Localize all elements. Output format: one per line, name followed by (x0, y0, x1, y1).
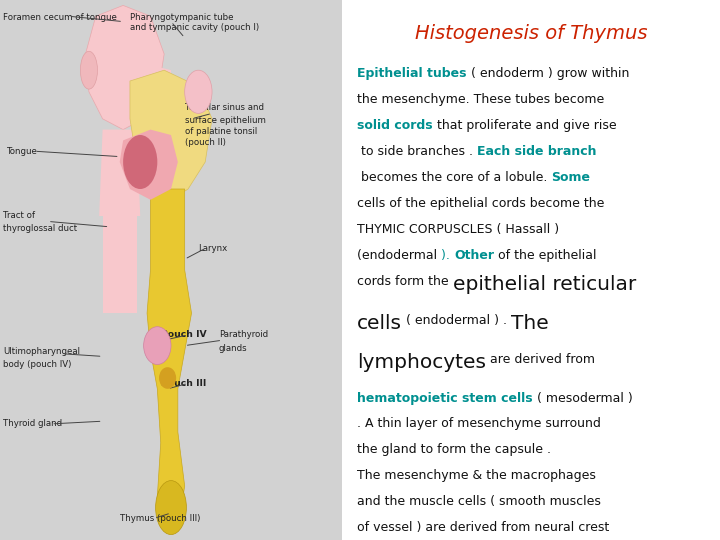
Polygon shape (130, 70, 212, 200)
Ellipse shape (123, 135, 157, 189)
Text: hematopoietic stem cells: hematopoietic stem cells (357, 392, 533, 404)
Text: Tonsillar sinus and: Tonsillar sinus and (184, 104, 264, 112)
Text: ( mesodermal ): ( mesodermal ) (533, 392, 632, 404)
Polygon shape (147, 189, 192, 529)
Text: body (pouch IV): body (pouch IV) (4, 360, 72, 369)
Text: THYMIC CORPUSCLES ( Hassall ): THYMIC CORPUSCLES ( Hassall ) (357, 223, 559, 236)
Text: of the epithelial: of the epithelial (494, 249, 597, 262)
Text: Histogenesis of Thymus: Histogenesis of Thymus (415, 24, 647, 43)
Text: Pharyngotympanic tube: Pharyngotympanic tube (130, 14, 233, 23)
Text: ( endoderm ) grow within: ( endoderm ) grow within (467, 68, 629, 80)
Text: to side branches .: to side branches . (357, 145, 477, 158)
Text: thyroglossal duct: thyroglossal duct (4, 224, 78, 233)
Ellipse shape (143, 327, 171, 364)
Text: that proliferate and give rise: that proliferate and give rise (433, 119, 616, 132)
Polygon shape (150, 65, 171, 86)
Text: Thyroid gland: Thyroid gland (4, 420, 63, 428)
Ellipse shape (159, 367, 176, 389)
Text: the gland to form the capsule .: the gland to form the capsule . (357, 443, 551, 456)
Text: Epithelial tubes: Epithelial tubes (357, 68, 467, 80)
Text: Some: Some (552, 171, 590, 184)
Text: cells: cells (357, 314, 402, 333)
Text: Other: Other (454, 249, 494, 262)
Text: are derived from: are derived from (486, 353, 595, 366)
Polygon shape (86, 5, 164, 130)
Text: (pouch II): (pouch II) (184, 138, 225, 147)
Ellipse shape (184, 70, 212, 113)
Text: The mesenchyme & the macrophages: The mesenchyme & the macrophages (357, 469, 596, 482)
Text: Tongue: Tongue (7, 147, 37, 156)
Text: Tract of: Tract of (4, 212, 35, 220)
Text: the mesenchyme. These tubes become: the mesenchyme. These tubes become (357, 93, 604, 106)
Text: cells of the epithelial cords become the: cells of the epithelial cords become the (357, 197, 605, 210)
Text: surface epithelium: surface epithelium (184, 116, 266, 125)
Text: of palatine tonsil: of palatine tonsil (184, 127, 257, 136)
Text: ( endodermal ) .: ( endodermal ) . (402, 314, 511, 327)
Text: The: The (511, 314, 549, 333)
Text: Ultimopharyngeal: Ultimopharyngeal (4, 347, 81, 355)
Polygon shape (99, 130, 140, 216)
Text: and tympanic cavity (pouch I): and tympanic cavity (pouch I) (130, 23, 259, 32)
Text: epithelial reticular: epithelial reticular (453, 275, 636, 294)
Text: Each side branch: Each side branch (477, 145, 597, 158)
Text: ).: ). (441, 249, 454, 262)
Text: Thymus (pouch III): Thymus (pouch III) (120, 514, 200, 523)
Text: Foramen cecum of tongue: Foramen cecum of tongue (4, 14, 117, 23)
Polygon shape (120, 130, 178, 200)
Text: lymphocytes: lymphocytes (357, 353, 486, 372)
Text: Parathyroid: Parathyroid (219, 330, 268, 339)
Text: cords form the: cords form the (357, 275, 453, 288)
Ellipse shape (156, 481, 186, 535)
Text: . A thin layer of mesenchyme surround: . A thin layer of mesenchyme surround (357, 417, 601, 430)
Text: Pouch III: Pouch III (161, 379, 206, 388)
Text: Pouch IV: Pouch IV (161, 330, 207, 339)
Text: and the muscle cells ( smooth muscles: and the muscle cells ( smooth muscles (357, 495, 601, 508)
Text: (endodermal: (endodermal (357, 249, 441, 262)
Text: glands: glands (219, 344, 248, 353)
Polygon shape (102, 216, 137, 313)
Text: Larynx: Larynx (198, 244, 228, 253)
Ellipse shape (81, 51, 97, 89)
Text: of vessel ) are derived from neural crest: of vessel ) are derived from neural cres… (357, 521, 609, 534)
Text: solid cords: solid cords (357, 119, 433, 132)
Text: becomes the core of a lobule.: becomes the core of a lobule. (357, 171, 552, 184)
